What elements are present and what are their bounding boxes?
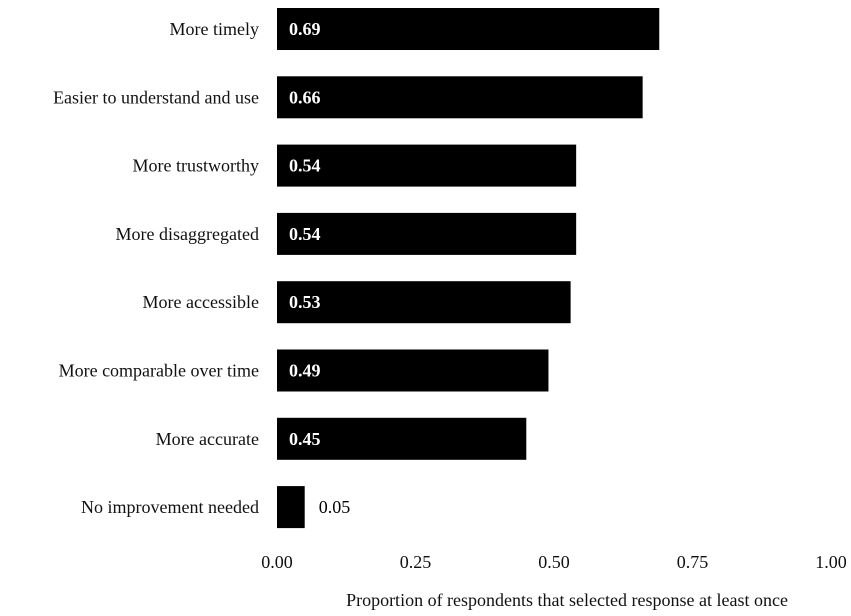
category-label: More trustworthy [133, 156, 259, 176]
value-label: 0.54 [289, 156, 321, 176]
category-label: More timely [170, 19, 259, 39]
x-tick-label: 1.00 [815, 552, 847, 572]
category-label: More comparable over time [59, 361, 259, 381]
value-label: 0.49 [289, 361, 321, 381]
bar [277, 417, 527, 460]
value-label: 0.66 [289, 87, 321, 107]
category-labels: More timely Easier to understand and use M… [53, 19, 259, 517]
x-tick-label: 0.50 [538, 552, 570, 572]
bar [277, 349, 549, 392]
bar [277, 8, 660, 50]
value-label: 0.53 [289, 292, 321, 312]
bar [277, 76, 643, 119]
value-label: 0.45 [289, 429, 321, 449]
x-tick-label: 0.75 [677, 552, 709, 572]
x-axis-title: Proportion of respondents that selected … [346, 590, 788, 610]
category-label: No improvement needed [81, 497, 259, 517]
bar [277, 281, 571, 324]
value-label: 0.69 [289, 19, 321, 39]
bars-layer [277, 8, 660, 529]
category-label: Easier to understand and use [53, 87, 259, 107]
x-axis-ticks: 0.00 0.25 0.50 0.75 1.00 [261, 552, 847, 572]
x-tick-label: 0.25 [400, 552, 432, 572]
value-label: 0.05 [319, 497, 351, 517]
bar [277, 212, 577, 255]
category-label: More disaggregated [116, 224, 259, 244]
bar [277, 144, 577, 187]
bar [277, 486, 305, 529]
category-label: More accessible [143, 292, 259, 312]
category-label: More accurate [156, 429, 259, 449]
value-label: 0.54 [289, 224, 321, 244]
value-labels: 0.69 0.66 0.54 0.54 0.53 0.49 0.45 0.05 [289, 19, 350, 517]
x-tick-label: 0.00 [261, 552, 293, 572]
